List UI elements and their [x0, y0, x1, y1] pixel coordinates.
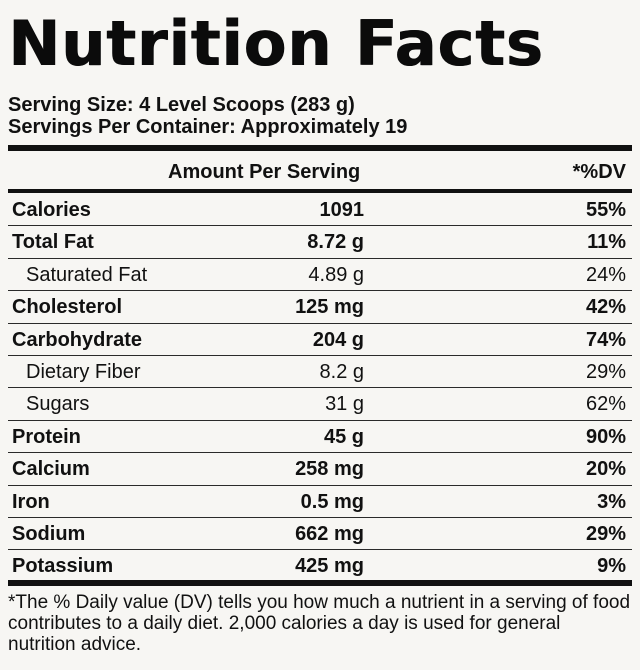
nutrient-amount: 31 g [325, 393, 364, 416]
nutrient-dv: 62% [585, 393, 626, 416]
nutrient-name: Sugars [26, 393, 90, 416]
nutrient-name: Protein [12, 425, 81, 448]
nutrient-dv: 11% [587, 231, 626, 254]
servings-per-container: Servings Per Container: Approximately 19 [8, 116, 408, 138]
nutrient-name: Total Fat [12, 231, 94, 254]
nutrient-row-cholesterol: Cholesterol 125 mg 42% [8, 291, 632, 324]
nutrient-amount: 425 mg [295, 555, 364, 578]
nutrient-name: Iron [12, 490, 50, 513]
nutrient-row-saturated-fat: Saturated Fat 4.89 g 24% [8, 259, 632, 292]
nutrient-amount: 204 g [312, 328, 364, 351]
nutrient-amount: 8.72 g [307, 231, 364, 254]
nutrient-row-calcium: Calcium 258 mg 20% [8, 453, 632, 486]
nutrient-dv: 55% [585, 199, 626, 221]
nutrient-row-potassium: Potassium 425 mg 9% [8, 550, 632, 582]
nutrient-row-protein: Protein 45 g 90% [8, 421, 632, 454]
nutrient-amount: 258 mg [295, 458, 364, 481]
nutrient-dv: 74% [585, 328, 626, 351]
nutrient-amount: 0.5 mg [300, 490, 364, 513]
nutrient-amount: 1091 [319, 199, 365, 221]
nutrient-amount: 125 mg [295, 296, 364, 319]
daily-value-footnote: *The % Daily value (DV) tells you how mu… [8, 592, 631, 655]
serving-info: Serving Size: 4 Level Scoops (283 g) Ser… [8, 94, 628, 138]
nutrient-row-carbohydrate: Carbohydrate 204 g 74% [8, 324, 632, 356]
nutrient-amount: 662 mg [295, 522, 364, 545]
nutrient-dv: 29% [585, 522, 626, 545]
nutrient-name: Calcium [12, 458, 90, 481]
nutrient-row-sodium: Sodium 662 mg 29% [8, 518, 632, 551]
nutrient-table: Calories 1091 55% Total Fat 8.72 g 11% S… [8, 194, 632, 583]
nutrient-amount: 4.89 g [308, 263, 364, 286]
nutrition-facts-panel: Nutrition Facts Serving Size: 4 Level Sc… [8, 0, 632, 670]
daily-value-header: *%DV [572, 161, 626, 183]
nutrient-dv: 9% [597, 555, 626, 578]
nutrient-dv: 24% [585, 263, 626, 286]
nutrient-name: Carbohydrate [12, 328, 143, 351]
amount-per-serving-header: Amount Per Serving [168, 161, 361, 183]
nutrition-facts-title: Nutrition Facts [8, 7, 544, 80]
nutrient-dv: 90% [585, 425, 626, 448]
nutrient-row-iron: Iron 0.5 mg 3% [8, 486, 632, 518]
nutrient-name: Sodium [12, 522, 86, 545]
nutrient-dv: 29% [585, 360, 626, 383]
nutrient-dv: 42% [585, 296, 626, 319]
nutrient-name: Cholesterol [12, 296, 123, 319]
nutrient-name: Saturated Fat [26, 263, 148, 286]
serving-size: Serving Size: 4 Level Scoops (283 g) [8, 94, 355, 116]
nutrient-row-sugars: Sugars 31 g 62% [8, 388, 632, 421]
nutrient-row-dietary-fiber: Dietary Fiber 8.2 g 29% [8, 356, 632, 389]
nutrient-amount: 8.2 g [319, 360, 364, 383]
header-rule [8, 189, 632, 193]
nutrient-amount: 45 g [323, 425, 364, 448]
nutrient-name: Dietary Fiber [26, 360, 141, 383]
nutrient-dv: 20% [585, 458, 626, 481]
nutrient-row-total-fat: Total Fat 8.72 g 11% [8, 226, 632, 259]
bottom-thick-rule [8, 580, 632, 586]
nutrient-name: Calories [12, 199, 91, 221]
top-thick-rule [8, 145, 632, 151]
nutrient-dv: 3% [597, 490, 626, 513]
nutrient-row-calories: Calories 1091 55% [8, 194, 632, 227]
nutrient-name: Potassium [12, 555, 114, 578]
